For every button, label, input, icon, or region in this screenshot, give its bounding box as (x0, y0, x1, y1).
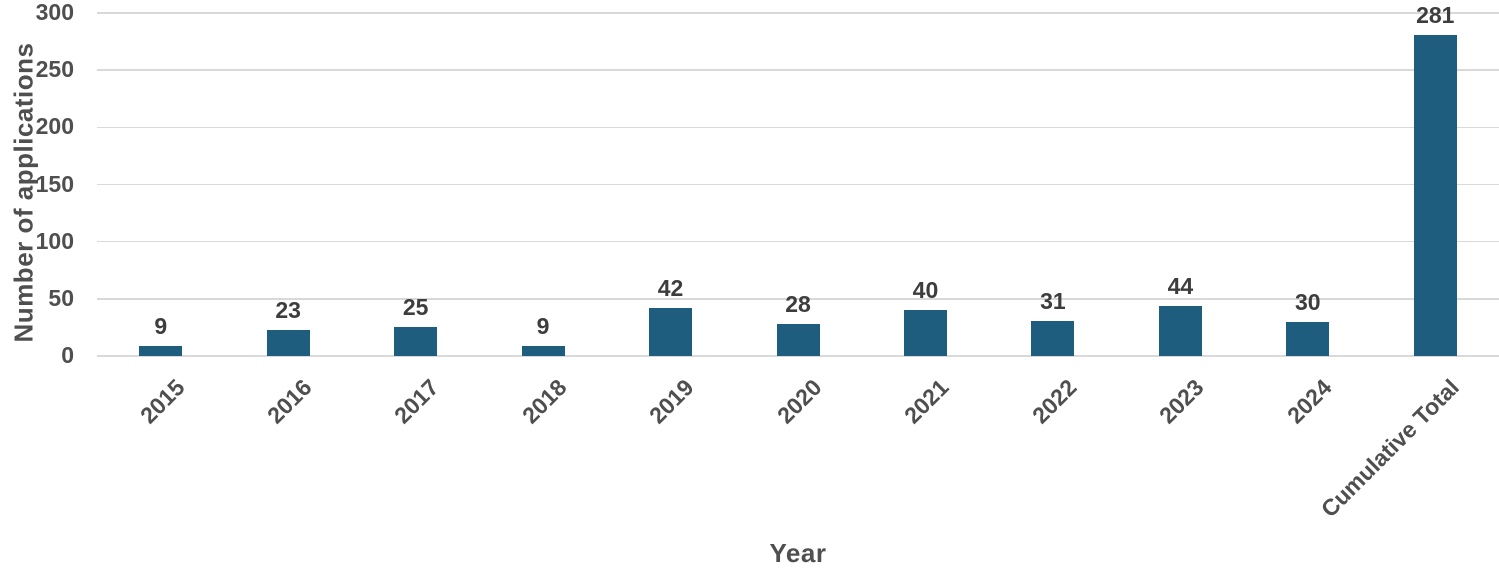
x-tick-label: 2017 (389, 374, 445, 429)
x-tick-label: 2016 (262, 374, 317, 429)
x-tick-label: 2024 (1281, 374, 1337, 429)
bar-2020 (776, 323, 820, 356)
x-tick-label: 2015 (134, 374, 190, 429)
bar-2019 (649, 307, 693, 356)
bar-value-label: 31 (1040, 287, 1066, 314)
gridline (97, 298, 1499, 300)
bar-value-label: 9 (154, 312, 168, 339)
gridline (97, 126, 1499, 129)
y-tick-label: 150 (35, 170, 74, 197)
bar-value-label: 281 (1416, 1, 1455, 28)
bar-2023 (1158, 305, 1202, 356)
bar-cumulative-total (1413, 34, 1457, 356)
bar-value-label: 30 (1295, 288, 1321, 315)
bar-2016 (266, 329, 310, 356)
bar-2021 (903, 310, 947, 356)
bar-2024 (1286, 321, 1330, 356)
gridline (97, 240, 1499, 243)
bar-2018 (521, 345, 565, 356)
y-tick-label: 0 (61, 342, 74, 368)
x-tick-label: Cumulative Total (1315, 374, 1464, 523)
x-tick-label: 2019 (644, 374, 699, 429)
bar-value-label: 40 (912, 277, 939, 304)
y-tick-label: 250 (35, 56, 74, 83)
bar-value-label: 25 (402, 294, 429, 321)
bar-2015 (139, 345, 183, 356)
y-tick-label: 300 (35, 0, 74, 25)
bar-value-label: 28 (785, 290, 811, 317)
y-tick-label: 50 (48, 284, 74, 311)
gridline (97, 355, 1499, 357)
bar-value-label: 42 (657, 274, 684, 301)
bar-value-label: 44 (1167, 272, 1194, 299)
x-tick-label: 2022 (1026, 374, 1082, 429)
bar-value-label: 23 (275, 296, 301, 323)
x-axis-title: Year (769, 538, 827, 568)
x-tick-label: 2020 (771, 374, 827, 429)
x-tick-label: 2021 (899, 374, 954, 429)
bar-2017 (394, 327, 438, 356)
x-tick-label: 2018 (516, 374, 572, 429)
gridline (97, 69, 1499, 71)
bar-2022 (1031, 320, 1075, 356)
y-tick-label: 100 (35, 227, 74, 254)
x-tick-label: 2023 (1154, 374, 1209, 429)
gridline (97, 183, 1499, 186)
bar-value-label: 9 (536, 312, 550, 339)
gridline (97, 12, 1499, 14)
y-tick-label: 200 (35, 113, 74, 140)
